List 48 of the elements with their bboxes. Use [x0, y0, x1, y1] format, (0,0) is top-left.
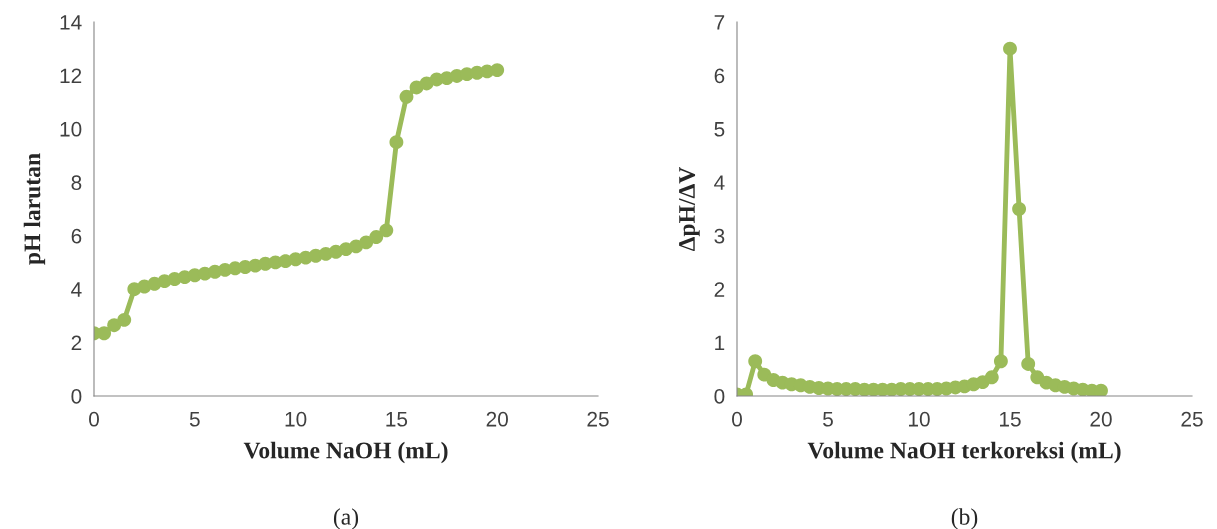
point [1094, 383, 1108, 396]
point [379, 223, 394, 238]
point [984, 370, 999, 385]
y-tick-label: 3 [714, 228, 725, 244]
x-axis-title: Volume NaOH (mL) [243, 441, 448, 464]
y-axis-title: pH larutan [23, 153, 46, 265]
x-tick-label: 15 [386, 412, 408, 427]
point [369, 230, 384, 244]
x-tick-label: 0 [89, 411, 99, 427]
x-tick-label: 25 [1181, 411, 1203, 427]
y-tick-label: 10 [60, 121, 82, 137]
y-tick-label: 6 [71, 228, 82, 244]
point [1021, 357, 1036, 371]
point [117, 312, 132, 327]
point [399, 89, 414, 104]
text: (b) [951, 508, 978, 529]
x-tick-label: 20 [486, 411, 508, 427]
x-tick-label: 0 [732, 411, 742, 427]
x-axis-title: Volume NaOH terkoreksi (mL) [807, 441, 1121, 464]
y-axis-title: ΔpH/ΔV [679, 166, 700, 252]
y-tick-label: 1 [715, 335, 725, 351]
text: (a) [333, 508, 359, 529]
x-tick-label: 15 [1000, 412, 1021, 427]
point [1003, 41, 1017, 56]
y-tick-label: 7 [714, 15, 725, 30]
y-tick-label: 0 [714, 389, 725, 404]
y-tick-label: 6 [714, 68, 725, 84]
y-tick-label: 4 [714, 175, 725, 190]
x-tick-label: 20 [1090, 411, 1112, 427]
x-tick-label: 10 [285, 411, 307, 427]
y-tick-label: 12 [60, 68, 82, 83]
point [993, 354, 1008, 369]
x-tick-label: 10 [909, 411, 930, 427]
y-tick-label: 14 [60, 15, 82, 30]
point [97, 326, 112, 341]
point [389, 135, 404, 150]
y-tick-label: 4 [71, 282, 82, 297]
y-tick-label: 8 [71, 175, 82, 191]
x-tick-label: 5 [823, 412, 833, 427]
y-tick-label: 5 [714, 122, 725, 137]
x-tick-label: 25 [587, 411, 609, 427]
point [1012, 202, 1027, 216]
y-tick-label: 2 [71, 335, 82, 351]
y-tick-label: 2 [714, 282, 725, 297]
y-tick-label: 0 [71, 389, 82, 404]
point [490, 63, 505, 78]
point [748, 354, 763, 369]
x-tick-label: 5 [189, 412, 200, 427]
